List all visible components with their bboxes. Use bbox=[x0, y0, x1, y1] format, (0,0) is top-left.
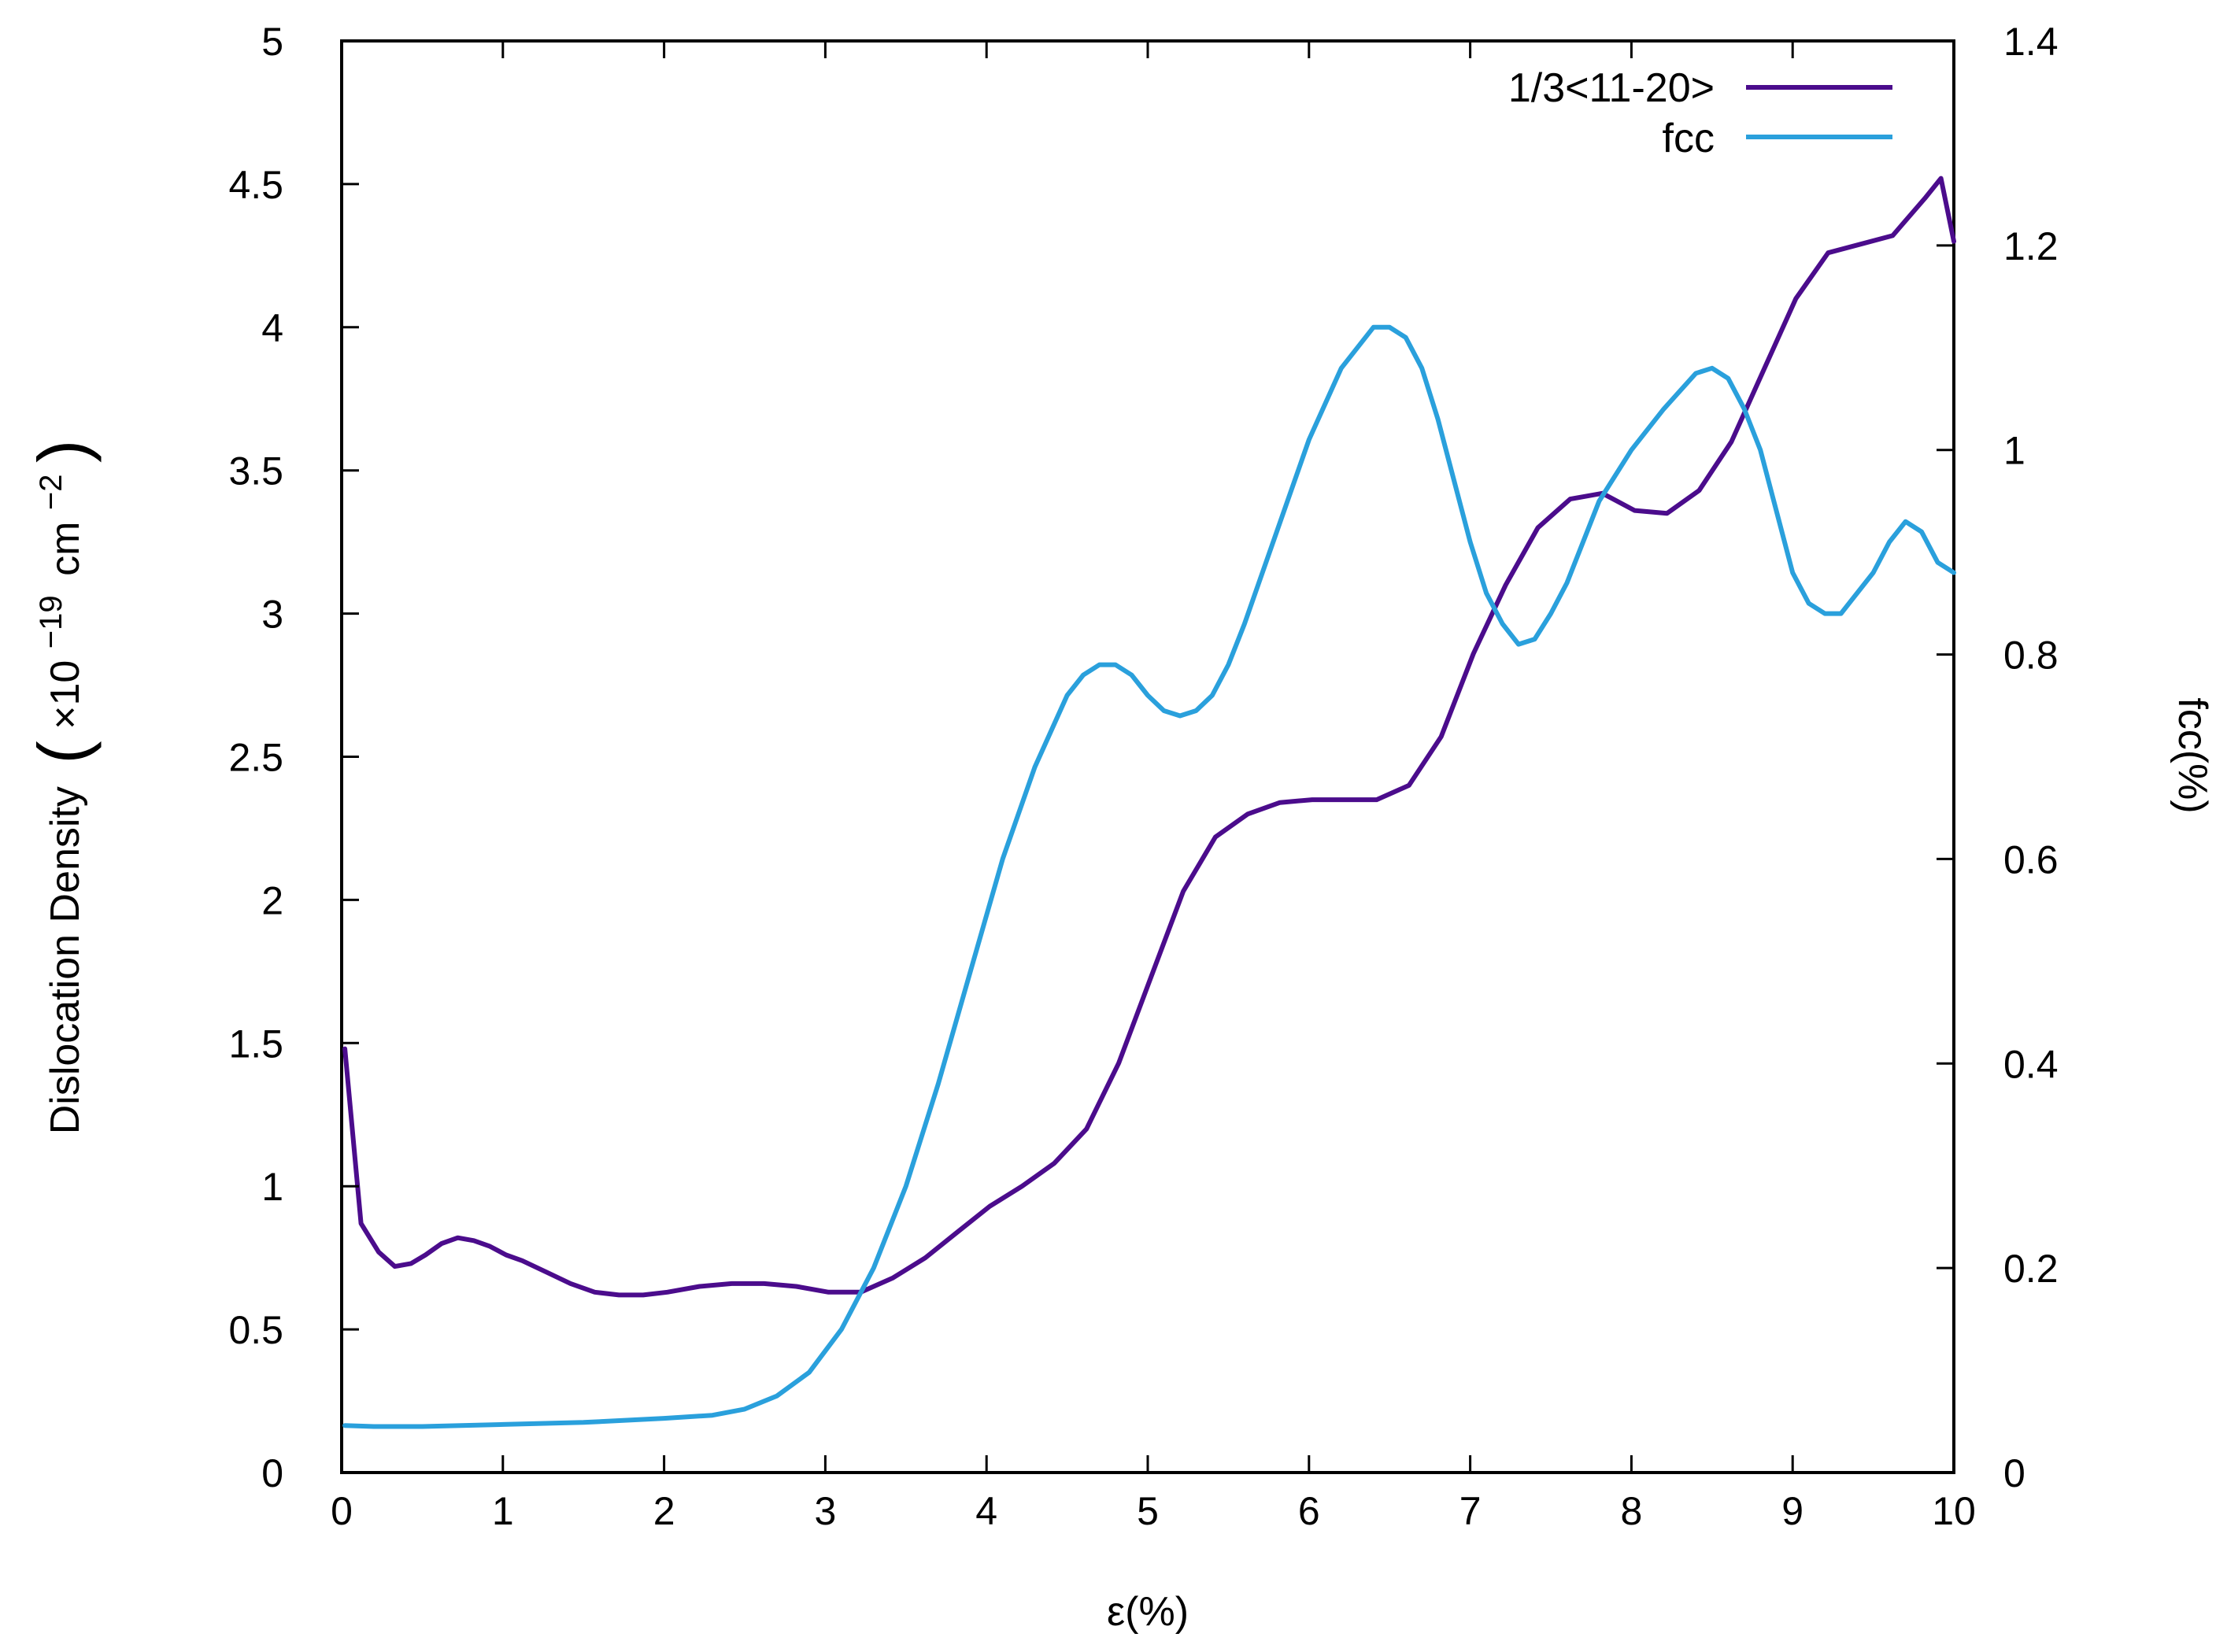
x-tick-label: 0 bbox=[331, 1489, 353, 1533]
legend-label-fcc: fcc bbox=[1663, 116, 1715, 161]
y2-tick-label: 0 bbox=[2003, 1451, 2025, 1495]
x-tick-label: 4 bbox=[975, 1489, 997, 1533]
y-tick-label: 0.5 bbox=[228, 1308, 283, 1352]
x-axis-title: ε(%) bbox=[1107, 1589, 1189, 1635]
series-layer bbox=[342, 176, 1956, 1429]
y-tick-label: 4 bbox=[261, 306, 283, 350]
y-axis-title-exponent-1: −19 bbox=[34, 595, 68, 649]
y-tick-label: 4.5 bbox=[228, 163, 283, 207]
y-axis-title-unit: cm bbox=[43, 522, 88, 576]
y2-axis-title: fcc(%) bbox=[2170, 697, 2215, 813]
legend-label-dislocation: 1/3<11-20> bbox=[1508, 65, 1715, 111]
y-tick-label: 1 bbox=[261, 1165, 283, 1209]
y-tick-label: 2 bbox=[261, 878, 283, 922]
y-axis-title-prefix: ×10 bbox=[43, 660, 88, 730]
y2-tick-label: 1.2 bbox=[2003, 224, 2059, 268]
y-tick-label: 3.5 bbox=[228, 449, 283, 493]
series-line-dislocation bbox=[342, 176, 1956, 1298]
legend: 1/3<11-20> fcc bbox=[1508, 65, 1892, 161]
y2-tick-label: 0.4 bbox=[2003, 1042, 2059, 1086]
y-axis-title-rparen: ) bbox=[24, 440, 102, 463]
y-axis-title-lparen: ( bbox=[24, 741, 102, 763]
x-tick-label: 2 bbox=[653, 1489, 675, 1533]
y-tick-label: 0 bbox=[261, 1451, 283, 1495]
x-tick-label: 9 bbox=[1781, 1489, 1804, 1533]
y2-tick-label: 1.4 bbox=[2003, 20, 2059, 64]
y-axis-title: Dislocation Density ( ×10 −19 cm −2 ) bbox=[24, 440, 102, 1135]
x-tick-label: 5 bbox=[1137, 1489, 1159, 1533]
x-tick-label: 7 bbox=[1459, 1489, 1482, 1533]
ticks-layer: 0 1 2 3 4 5 6 7 8 9 10 0 0.5 1 1.5 2 2.5 3 3.5 4 4.5 5 0 0.2 0.4… bbox=[228, 20, 2058, 1533]
y-axis-title-exponent-2: −2 bbox=[34, 474, 68, 510]
y2-tick-label: 0.6 bbox=[2003, 837, 2059, 881]
x-tick-label: 6 bbox=[1298, 1489, 1320, 1533]
x-tick-label: 8 bbox=[1620, 1489, 1642, 1533]
y2-tick-label: 0.2 bbox=[2003, 1247, 2059, 1291]
y-tick-label: 3 bbox=[261, 593, 283, 637]
y-axis-title-main: Dislocation Density bbox=[43, 786, 88, 1134]
y-tick-label: 2.5 bbox=[228, 736, 283, 780]
y2-tick-label: 0.8 bbox=[2003, 634, 2059, 678]
x-tick-label: 1 bbox=[492, 1489, 514, 1533]
x-tick-label: 10 bbox=[1932, 1489, 1976, 1533]
series-line-fcc bbox=[342, 324, 1956, 1429]
y-tick-label: 5 bbox=[261, 20, 283, 64]
y-axis-title-text: Dislocation Density ( ×10 −19 cm −2 ) bbox=[24, 440, 102, 1135]
y-tick-label: 1.5 bbox=[228, 1022, 283, 1066]
y2-tick-label: 1 bbox=[2003, 429, 2025, 473]
x-tick-label: 3 bbox=[814, 1489, 836, 1533]
